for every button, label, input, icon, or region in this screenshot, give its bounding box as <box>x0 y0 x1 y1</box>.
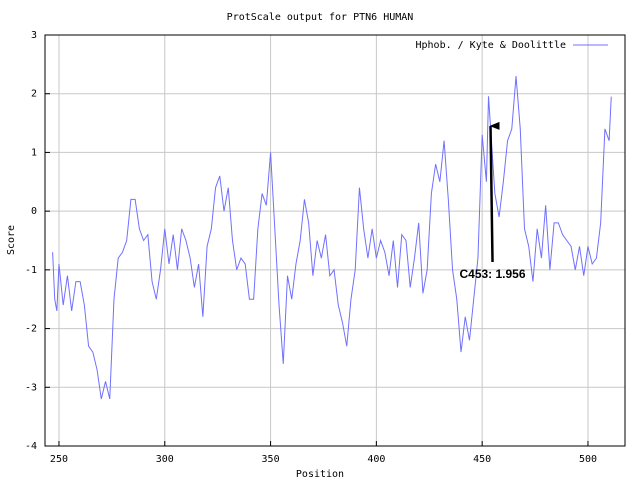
x-tick-label: 450 <box>473 454 491 465</box>
x-axis-label: Position <box>296 469 344 480</box>
annotation-arrow <box>489 121 500 263</box>
y-tick-label: 1 <box>31 147 37 158</box>
y-tick-label: -3 <box>25 382 37 393</box>
x-tick-label: 500 <box>579 454 597 465</box>
data-line <box>52 76 612 400</box>
y-tick-label: 3 <box>31 30 37 41</box>
chart-title: ProtScale output for PTN6 HUMAN <box>227 12 414 23</box>
x-tick-label: 300 <box>156 454 174 465</box>
x-tick-label: 400 <box>367 454 385 465</box>
y-tick-label: -1 <box>25 265 37 276</box>
y-tick-label: -4 <box>25 441 37 452</box>
x-tick-label: 350 <box>262 454 280 465</box>
legend-label: Hphob. / Kyte & Doolittle <box>415 40 566 51</box>
plot-frame <box>44 34 626 447</box>
y-axis-label: Score <box>6 225 17 255</box>
y-tick-label: -2 <box>25 324 37 335</box>
annotation: C453: 1.956 <box>459 267 525 281</box>
x-tick-label: 250 <box>50 454 68 465</box>
y-tick-label: 0 <box>31 206 37 217</box>
y-tick-label: 2 <box>31 89 37 100</box>
